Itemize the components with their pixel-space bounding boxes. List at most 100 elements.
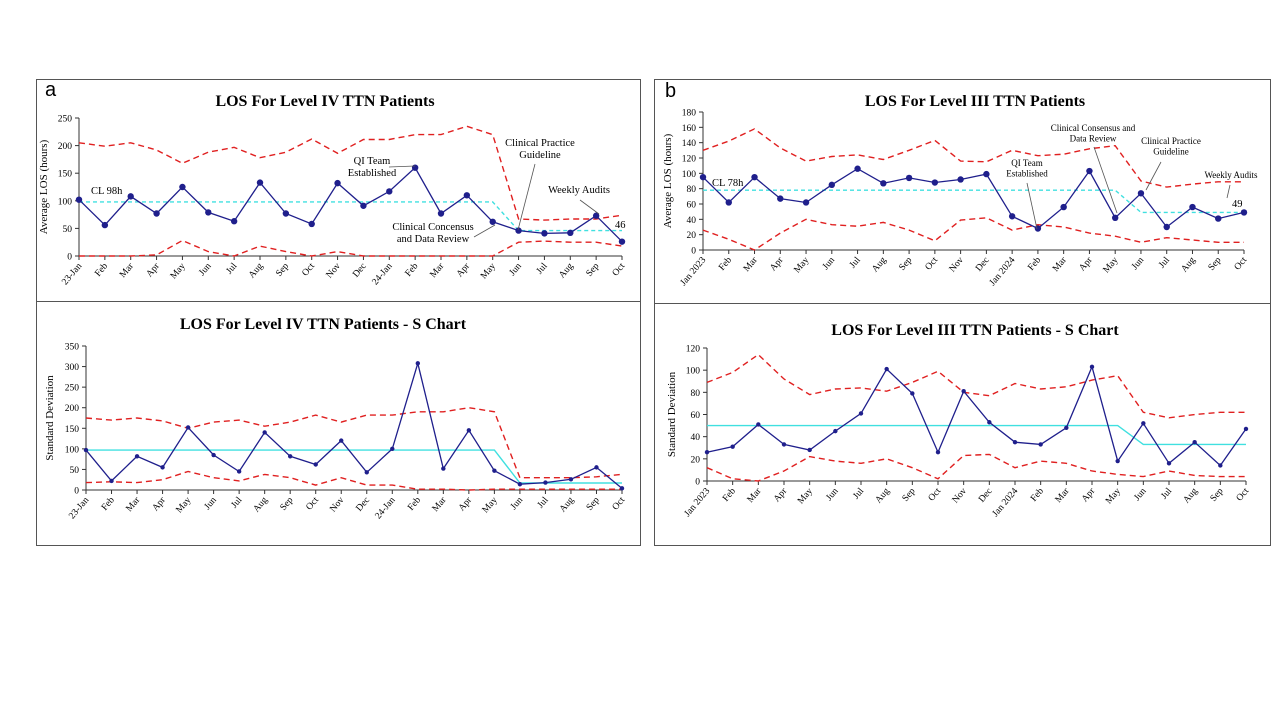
a-s-xtick-label: Mar [431,495,449,514]
a-s-data-point [313,462,318,467]
a-s-xtick-label: Oct [305,495,322,512]
a-s-xtick-label: Apr [151,495,169,513]
a-xbar-xtick-label: Apr [145,261,163,279]
a-s-lcl-line [85,470,622,491]
b-xbar-chart: LOS For Level III TTN Patients Average LO… [662,93,1258,288]
b-xbar-xtick-label: Jun [1130,255,1146,272]
a-s-ytick-label: 250 [65,384,80,394]
b-s-data-point [807,447,812,453]
a-xbar-xtick-label: Nov [325,261,343,280]
a-xbar-annotation-leader [517,163,536,231]
a-xbar-xtick-label: Jul [225,261,240,276]
a-xbar-annotation-line: Guideline [519,150,561,161]
panel-b-letter: b [665,80,677,102]
b-s-data-point [833,428,838,434]
a-s-data-point [262,430,267,435]
a-xbar-xtick-label: 23-Jan [60,261,84,287]
b-xbar-xtick-label: Sep [898,255,915,273]
b-xbar-data-point [1008,213,1016,220]
b-s-xtick-label: May [796,486,815,506]
a-xbar-xtick-label: Sep [585,261,602,279]
a-xbar-data-point [515,227,522,234]
b-s-data-point [961,389,966,394]
b-xbar-ucl-line [702,128,1244,188]
a-xbar-annotation: CL 98h [91,186,123,197]
b-s-xtick-label: Oct [927,486,944,503]
a-xbar-annotation-line: Weekly Audits [548,185,610,196]
a-xbar-xtick-label: Aug [557,261,575,280]
a-xbar-xtick-label: Feb [404,261,421,279]
a-xbar-data-point [179,183,186,191]
b-xbar-xtick-label: Jun [821,255,837,272]
b-xbar-data-point [699,173,707,181]
a-s-ylabel: Standard Deviation [44,375,56,461]
a-s-data-point [543,480,548,485]
b-s-data-point [858,411,864,416]
b-s-xtick-label: Mar [1054,486,1072,505]
a-s-data-point [185,425,191,430]
b-xbar-annotation-line: Clinical Consensus and [1051,123,1136,133]
a-xbar-xtick-label: Oct [611,261,628,278]
a-xbar-chart: LOS For Level IV TTN Patients Average LOS… [38,93,628,287]
a-xbar-data-point [75,196,83,203]
b-xbar-data-point [880,180,887,187]
a-s-xtick-label: Apr [457,495,475,513]
a-xbar-center-line [79,201,622,232]
a-xbar-data-point [101,221,109,229]
a-s-xtick-label: Jul [536,495,551,510]
b-s-xtick-label: Oct [1235,486,1252,503]
a-xbar-data-point [567,229,574,237]
b-xbar-data-point [1034,225,1042,232]
a-s-data-point [415,361,421,366]
b-xbar-annotation-line: Established [1006,168,1048,178]
b-xbar-ytick-label: 20 [687,231,697,241]
b-s-ucl-line [706,353,1246,419]
b-xbar-data-point [1137,190,1145,197]
b-s-xtick-label: Aug [1182,486,1200,505]
a-s-xtick-label: Sep [585,495,602,513]
a-s-xtick-label: May [175,495,194,515]
b-xbar-xtick-label: Jan 2024 [988,255,1018,288]
a-s-xtick-label: Aug [252,495,270,514]
b-xbar-annotation-leader [1026,182,1038,230]
a-xbar-xtick-label: Jul [535,261,550,276]
b-xbar-data-point [854,165,861,172]
a-xbar-data-line [78,166,623,243]
b-s-lcl-line [706,453,1246,482]
b-s-data-point [1064,425,1069,430]
a-s-ucl-line [85,406,623,479]
a-xbar-annotation: Weekly Audits [548,185,610,196]
b-xbar-data-point [1111,214,1119,221]
a-xbar-annotation: 46 [615,220,626,231]
a-s-xtick-label: 23-Jan [67,495,91,521]
b-s-xtick-label: Jun [1132,486,1148,503]
a-xbar-ylabel: Average LOS (hours) [38,139,50,234]
panel-a-letter: a [45,79,57,101]
b-xbar-xtick-label: Oct [924,255,941,272]
a-xbar-xtick-label: Mar [118,261,136,280]
b-xbar-ytick-label: 160 [682,124,697,134]
b-xbar-xtick-label: Nov [948,255,966,274]
a-s-data-point [492,468,497,473]
b-s-ytick-label: 0 [695,478,700,488]
b-xbar-data-point [777,195,784,202]
b-s-xtick-label: Sep [1209,486,1226,504]
a-s-xtick-label: Sep [279,495,296,513]
b-s-data-point [1192,440,1197,445]
b-xbar-annotation: Weekly Audits [1204,170,1258,180]
b-xbar-xtick-label: Feb [717,255,734,273]
b-xbar-data-point [725,199,732,206]
b-xbar-ytick-label: 140 [682,139,697,149]
b-s-ytick-label: 80 [691,389,701,399]
b-s-xtick-label: Apr [1080,486,1098,504]
b-xbar-annotation: QI Team Established [1006,158,1048,178]
panel-b-divider [655,303,1270,304]
b-xbar-data-point [931,179,939,186]
a-xbar-annotation: Clinical Concensus and Data Review [392,222,473,245]
b-xbar-data-point [1060,203,1067,211]
b-s-xtick-label: May [1104,486,1123,506]
a-xbar-ucl-line [78,125,623,221]
a-s-data-point [568,477,574,482]
a-s-chart: LOS For Level IV TTN Patients - S Chart S… [44,316,628,521]
a-xbar-xtick-label: May [169,261,188,281]
